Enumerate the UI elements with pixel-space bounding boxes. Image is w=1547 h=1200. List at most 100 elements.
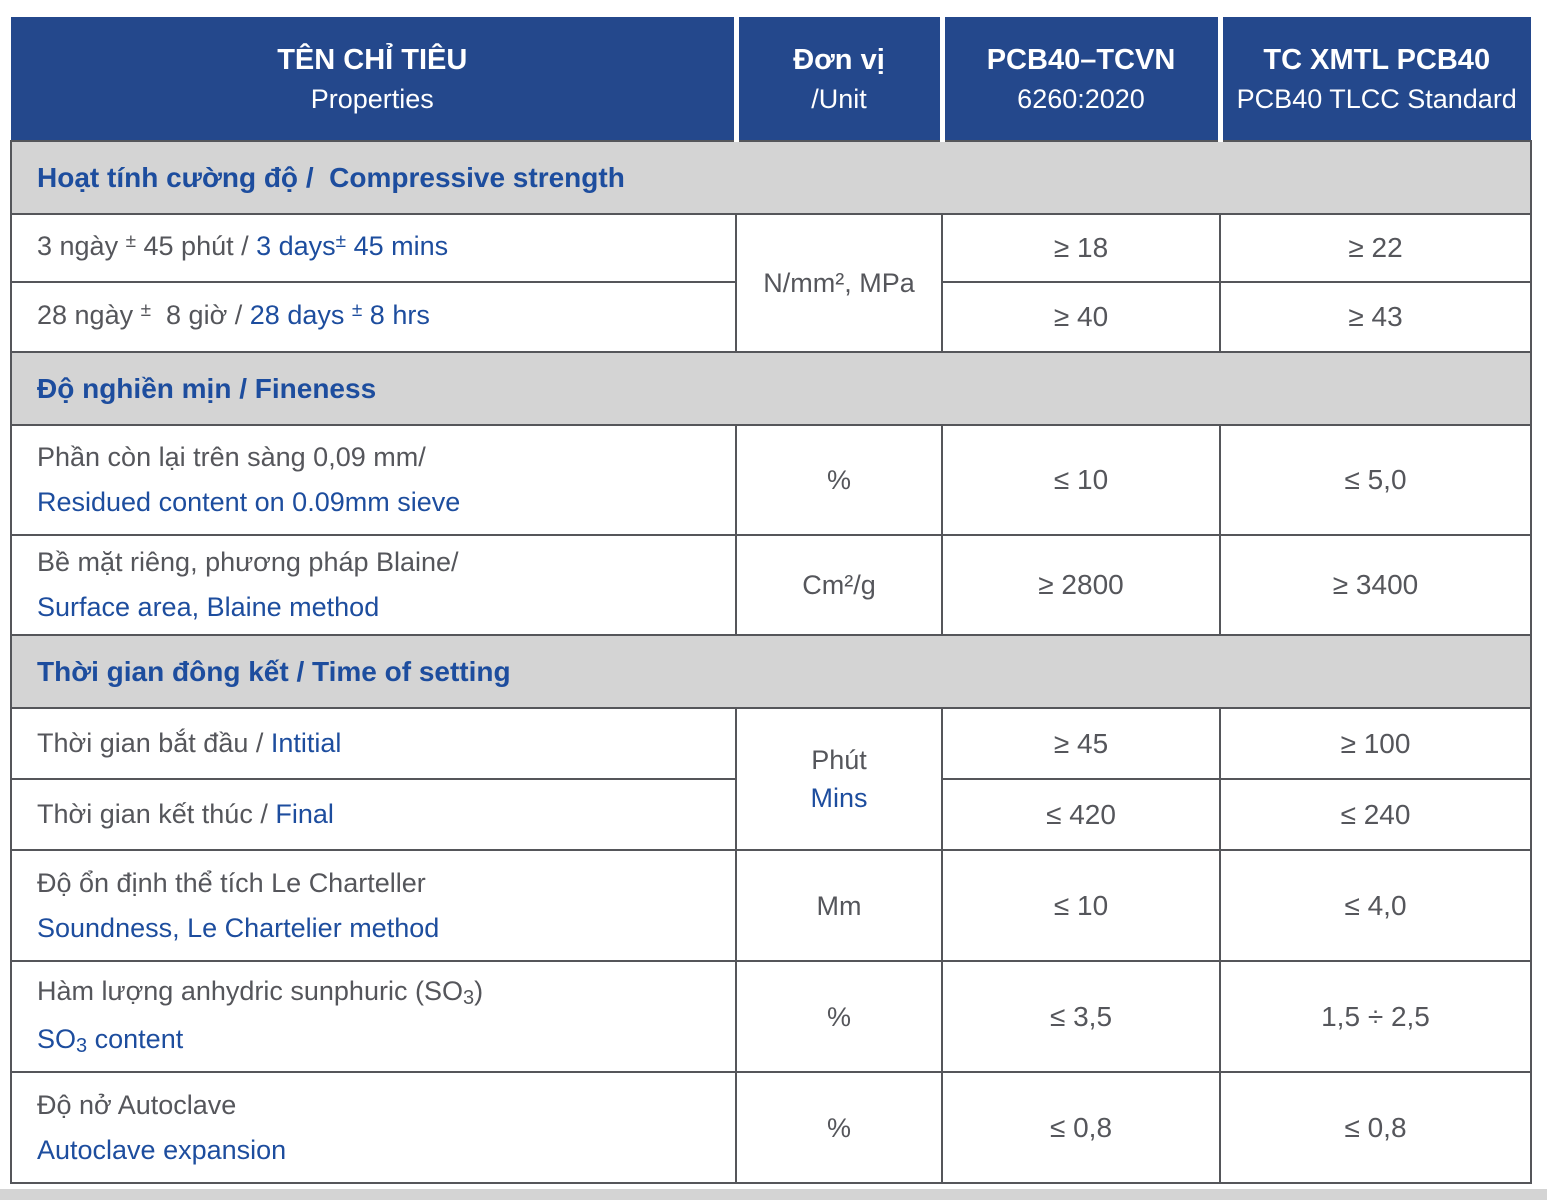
property-28-days-vi: 28 ngày [37,300,141,330]
property-sieve-residue-en: Residued content on 0.09mm sieve [37,487,461,517]
property-autoclave-vi: Độ nở Autoclave [37,1089,237,1120]
section-label-time-of-setting: Thời gian đông kết / Time of setting [37,655,511,687]
header-tlcc-line1: TC XMTL PCB40 [1263,43,1491,76]
property-final-setting-vi: Thời gian kết thúc / [37,799,276,829]
property-autoclave-en: Autoclave expansion [37,1134,287,1165]
property-name-28-days: 28 ngày ± 8 giờ / 28 days ± 8 hrs [10,281,737,353]
value-tcvn-surface-area: ≥ 2800 [941,534,1221,636]
property-3-days-en-cont: 45 mins [346,231,449,261]
value-tlcc-final-setting: ≤ 240 [1219,778,1532,851]
unit-surface-area: Cm²/g [802,570,876,600]
value-tlcc-3-days: ≥ 22 [1219,213,1532,283]
property-28-days-vi-cont: 8 giờ / [151,300,250,330]
property-3-days-en: 3 days [256,231,336,261]
table-row-soundness: Độ ổn định thể tích Le Charteller Soundn… [10,849,1532,962]
unit-sieve-residue: % [826,465,851,495]
property-name-sieve-residue: Phần còn lại trên sàng 0,09 mm/ Residued… [10,424,737,536]
value-tlcc-sieve-residue: ≤ 5,0 [1219,424,1532,536]
property-name-so3-content: Hàm lượng anhydric sunphuric (SO3) SO3 c… [10,960,737,1073]
property-name-initial-setting: Thời gian bắt đầu / Intitial [10,707,737,780]
table-row-initial-setting: Thời gian bắt đầu / Intitial Phút Mins ≥… [10,707,1532,851]
value-tlcc-initial-setting: ≥ 100 [1219,707,1532,780]
unit-cell-autoclave: % [735,1071,943,1184]
header-tlcc-line2: PCB40 TLCC Standard [1236,83,1517,114]
value-tcvn-autoclave: ≤ 0,8 [941,1071,1221,1184]
section-row-fineness: Độ nghiền mịn / Fineness [10,351,1532,426]
property-initial-setting-vi: Thời gian bắt đầu / [37,728,271,758]
header-properties-en: Properties [310,83,434,114]
property-28-days-en: 28 days [249,300,352,330]
property-28-days-en-cont: 8 hrs [362,300,430,330]
section-label-fineness: Độ nghiền mịn / Fineness [37,372,377,404]
unit-so3-content: % [826,1001,851,1032]
header-tcvn: PCB40–TCVN 6260:2020 [939,17,1220,141]
section-cell-fineness: Độ nghiền mịn / Fineness [10,351,1532,426]
unit-soundness: Mm [816,890,862,921]
table-header-row: TÊN CHỈ TIÊU Properties Đơn vị /Unit PCB… [11,17,1531,141]
section-cell-compressive-strength: Hoạt tính cường độ / Compressive strengt… [10,140,1532,215]
plus-minus-sign: ± [140,300,152,321]
plus-minus-sign: ± [125,231,137,252]
property-so3-en: SO [37,1023,77,1054]
unit-cell-so3-content: % [735,960,943,1073]
property-so3-vi: Hàm lượng anhydric sunphuric (SO [37,975,463,1006]
property-name-autoclave-expansion: Độ nở Autoclave Autoclave expansion [10,1071,737,1184]
table-row-autoclave-expansion: Độ nở Autoclave Autoclave expansion % ≤ … [10,1071,1532,1184]
value-tcvn-so3-content: ≤ 3,5 [941,960,1221,1073]
section-label-compressive-strength: Hoạt tính cường độ / Compressive strengt… [37,161,625,193]
next-section-strip [0,1189,1547,1200]
property-3-days-vi-cont: 45 phút / [136,231,257,261]
unit-cell-surface-area: Cm²/g [735,534,943,636]
value-tlcc-autoclave: ≤ 0,8 [1219,1071,1532,1184]
unit-cell-setting: Phút Mins [735,707,943,851]
value-tcvn-soundness: ≤ 10 [941,849,1221,962]
value-tlcc-soundness: ≤ 4,0 [1219,849,1532,962]
section-cell-time-of-setting: Thời gian đông kết / Time of setting [10,634,1532,709]
unit-cell-soundness: Mm [735,849,943,962]
table-row-3-days: 3 ngày ± 45 phút / 3 days± 45 mins N/mm²… [10,213,1532,353]
property-name-final-setting: Thời gian kết thúc / Final [10,778,737,851]
subscript-3: 3 [462,986,475,1009]
value-tcvn-28-days: ≥ 40 [941,281,1221,353]
header-properties: TÊN CHỈ TIÊU Properties [11,17,736,141]
section-row-time-of-setting: Thời gian đông kết / Time of setting [10,634,1532,709]
unit-setting-en: Mins [810,783,868,813]
property-final-setting-en: Final [275,799,334,829]
unit-cell-sieve-residue: % [735,424,943,536]
header-properties-vi: TÊN CHỈ TIÊU [277,43,468,76]
header-tcvn-line2: 6260:2020 [1017,83,1145,114]
plus-minus-sign: ± [335,231,347,252]
header-tlcc: TC XMTL PCB40 PCB40 TLCC Standard [1217,17,1531,141]
property-surface-area-en: Surface area, Blaine method [37,592,380,622]
unit-strength: N/mm², MPa [763,268,915,298]
property-3-days-vi: 3 ngày [37,231,126,261]
value-tcvn-initial-setting: ≥ 45 [941,707,1221,780]
property-name-3-days: 3 ngày ± 45 phút / 3 days± 45 mins [10,213,737,283]
cement-spec-table: TÊN CHỈ TIÊU Properties Đơn vị /Unit PCB… [10,17,1532,1184]
property-so3-en-cont: content [87,1023,184,1054]
property-so3-vi-cont: ) [474,975,484,1006]
header-unit: Đơn vị /Unit [733,17,942,141]
plus-minus-sign: ± [351,300,363,321]
value-tcvn-final-setting: ≤ 420 [941,778,1221,851]
property-name-surface-area: Bề mặt riêng, phương pháp Blaine/ Surfac… [10,534,737,636]
table-row-so3-content: Hàm lượng anhydric sunphuric (SO3) SO3 c… [10,960,1532,1073]
property-initial-setting-en: Intitial [270,728,342,758]
property-soundness-vi: Độ ổn định thể tích Le Charteller [37,867,426,898]
property-sieve-residue-vi: Phần còn lại trên sàng 0,09 mm/ [37,442,426,472]
subscript-3: 3 [76,1034,88,1057]
table-row-28-days: 28 ngày ± 8 giờ / 28 days ± 8 hrs ≥ 40 ≥… [10,281,1532,353]
property-soundness-en: Soundness, Le Chartelier method [37,912,440,943]
value-tlcc-surface-area: ≥ 3400 [1219,534,1532,636]
section-row-compressive-strength: Hoạt tính cường độ / Compressive strengt… [10,140,1532,215]
header-unit-en: /Unit [811,83,867,114]
unit-cell-strength: N/mm², MPa [735,213,943,353]
unit-autoclave: % [826,1112,851,1143]
table-row-sieve-residue: Phần còn lại trên sàng 0,09 mm/ Residued… [10,424,1532,536]
value-tlcc-so3-content: 1,5 ÷ 2,5 [1219,960,1532,1073]
property-name-soundness: Độ ổn định thể tích Le Charteller Soundn… [10,849,737,962]
unit-setting-vi: Phút [811,745,867,775]
property-surface-area-vi: Bề mặt riêng, phương pháp Blaine/ [37,547,459,577]
table-row-surface-area: Bề mặt riêng, phương pháp Blaine/ Surfac… [10,534,1532,636]
header-unit-vi: Đơn vị [793,43,885,76]
